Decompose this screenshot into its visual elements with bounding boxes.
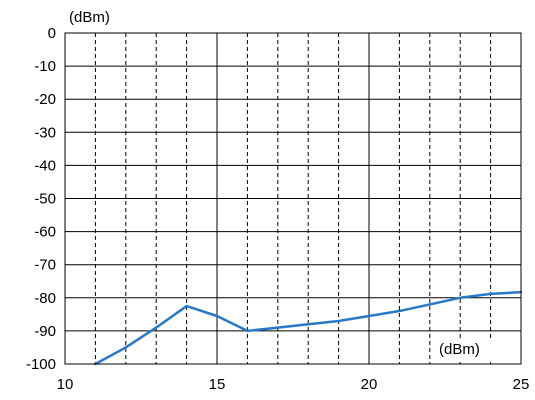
y-tick-label: -60 xyxy=(34,224,56,241)
x-axis-unit-label-background xyxy=(435,339,499,359)
plot-area-border xyxy=(64,32,522,365)
y-tick-label: -20 xyxy=(34,91,56,108)
y-tick-label: -80 xyxy=(34,290,56,307)
x-tick-label: 10 xyxy=(57,376,74,393)
x-tick-label: 20 xyxy=(361,376,378,393)
y-tick-label: -10 xyxy=(34,58,56,75)
x-tick-label: 15 xyxy=(209,376,226,393)
y-tick-label: -100 xyxy=(26,356,56,373)
y-axis-unit-label: (dBm) xyxy=(69,9,110,26)
x-tick-label: 25 xyxy=(513,376,530,393)
y-tick-label: -30 xyxy=(34,124,56,141)
y-tick-label: -90 xyxy=(34,323,56,340)
y-tick-label: -40 xyxy=(34,157,56,174)
series-line xyxy=(94,290,523,366)
x-axis-unit-label: (dBm) xyxy=(439,341,480,358)
y-tick-label: 0 xyxy=(48,25,56,42)
y-tick-label: -50 xyxy=(34,191,56,208)
y-tick-label: -70 xyxy=(34,257,56,274)
x-axis-ticks: 10 15 20 25 xyxy=(57,376,530,393)
series-layer xyxy=(94,290,523,366)
y-axis-ticks: 0 -10 -20 -30 -40 -50 -60 -70 -80 -90 -100 xyxy=(26,25,56,373)
